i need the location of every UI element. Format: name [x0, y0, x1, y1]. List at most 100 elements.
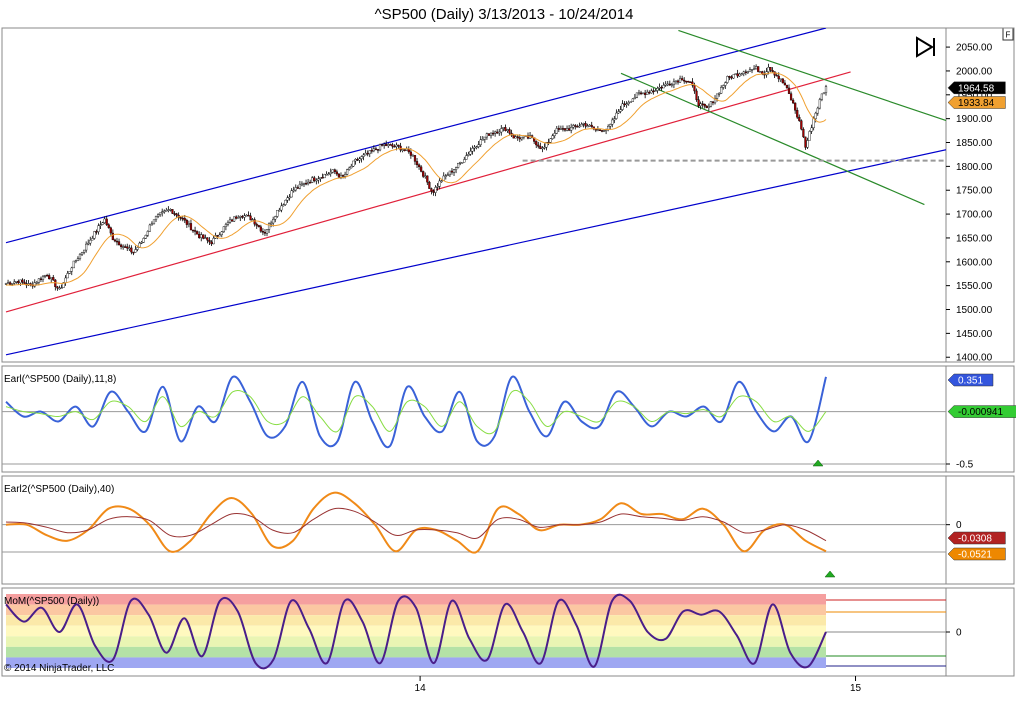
candle-body — [644, 92, 647, 95]
float-toggle-button[interactable]: F — [1002, 27, 1014, 41]
candle-body — [309, 181, 312, 184]
candle-body — [247, 214, 250, 217]
candle-body — [732, 74, 735, 79]
candle-body — [461, 162, 464, 164]
mom-zone-band — [6, 625, 826, 637]
candle-body — [169, 209, 172, 211]
candle-body — [500, 128, 503, 133]
candle-body — [140, 242, 143, 244]
candle-body — [134, 249, 137, 253]
candle-body — [746, 71, 750, 73]
candle-body — [56, 286, 59, 289]
candle-body — [578, 125, 581, 128]
candle-body — [549, 138, 552, 143]
candle-body — [391, 144, 394, 147]
candle-body — [171, 209, 174, 214]
chart-title: ^SP500 (Daily) 3/13/2013 - 10/24/2014 — [375, 6, 634, 23]
candle-body — [810, 127, 813, 132]
candle-body — [235, 216, 238, 219]
candle-body — [588, 124, 591, 127]
candle-body — [183, 218, 186, 221]
candle-body — [251, 219, 254, 221]
candle-body — [222, 226, 225, 233]
candle-body — [78, 253, 82, 259]
candle-body — [670, 84, 673, 86]
candle-body — [380, 144, 384, 146]
copyright-text: © 2014 NinjaTrader, LLC — [4, 663, 114, 674]
candle-body — [216, 235, 219, 237]
indicator-label: Earl(^SP500 (Daily),11,8) — [4, 374, 116, 385]
candle-body — [709, 101, 713, 107]
candle-body — [267, 223, 271, 230]
candle-body — [115, 240, 119, 243]
candle-body — [652, 90, 655, 93]
candle-body — [428, 181, 431, 189]
candle-body — [228, 219, 232, 223]
candle-body — [568, 128, 571, 131]
candle-body — [625, 103, 628, 106]
candle-body — [502, 127, 505, 129]
candle-body — [487, 133, 491, 136]
candle-body — [450, 170, 454, 173]
panel-frame-2 — [1, 475, 1015, 585]
price-tick-label: 1950.00 — [956, 90, 993, 101]
candle-body — [818, 99, 821, 109]
candle-body — [220, 231, 223, 236]
candle-body — [272, 219, 275, 224]
indicator-value-label: -0.0521 — [958, 550, 992, 561]
candle-body — [676, 80, 680, 83]
candle-body — [514, 136, 517, 139]
candle-body — [54, 279, 57, 288]
candle-body — [95, 231, 98, 233]
trend-line — [5, 28, 827, 244]
candle-body — [590, 124, 593, 127]
candle-body — [683, 79, 686, 82]
candle-body — [185, 220, 188, 225]
candle-body — [103, 218, 106, 223]
candle-body — [15, 281, 18, 283]
candle-body — [654, 90, 657, 92]
candle-body — [619, 109, 622, 112]
mom-zone-band — [6, 636, 826, 647]
candle-body — [467, 154, 470, 156]
price-tick-label: 1600.00 — [956, 257, 993, 268]
candle-body — [757, 66, 760, 72]
candle-body — [253, 219, 256, 225]
candle-body — [362, 154, 365, 157]
candle-body — [454, 167, 458, 170]
candle-body — [119, 244, 123, 247]
panel-frame-0 — [1, 27, 1015, 363]
candle-body — [307, 181, 310, 184]
candle-body — [631, 98, 634, 102]
candle-body — [82, 249, 86, 253]
candle-body — [769, 67, 772, 71]
candle-body — [806, 140, 809, 148]
candle-body — [662, 85, 665, 89]
candle-body — [539, 146, 542, 149]
playback-icon[interactable] — [916, 36, 935, 58]
signal-up-arrow — [812, 459, 824, 467]
candle-body — [393, 146, 396, 148]
candle-body — [572, 125, 575, 128]
float-toggle-label: F — [1006, 31, 1011, 40]
candle-body — [413, 155, 417, 162]
candle-body — [210, 241, 213, 245]
candle-body — [489, 132, 493, 136]
candle-body — [740, 73, 743, 75]
candle-body — [13, 281, 16, 284]
candle-body — [582, 123, 585, 125]
candle-body — [411, 155, 415, 157]
candle-body — [767, 67, 770, 72]
candle-body — [315, 179, 318, 182]
series-line-mom — [5, 593, 827, 670]
candle-body — [742, 71, 745, 74]
candle-body — [471, 148, 474, 152]
candle-body — [311, 177, 314, 183]
price-tick-label: 1450.00 — [956, 329, 993, 340]
candle-body — [292, 189, 295, 192]
candle-body — [526, 135, 530, 139]
candle-body — [64, 277, 67, 283]
candle-body — [504, 127, 507, 131]
candle-body — [265, 229, 269, 234]
candle-body — [617, 111, 620, 114]
